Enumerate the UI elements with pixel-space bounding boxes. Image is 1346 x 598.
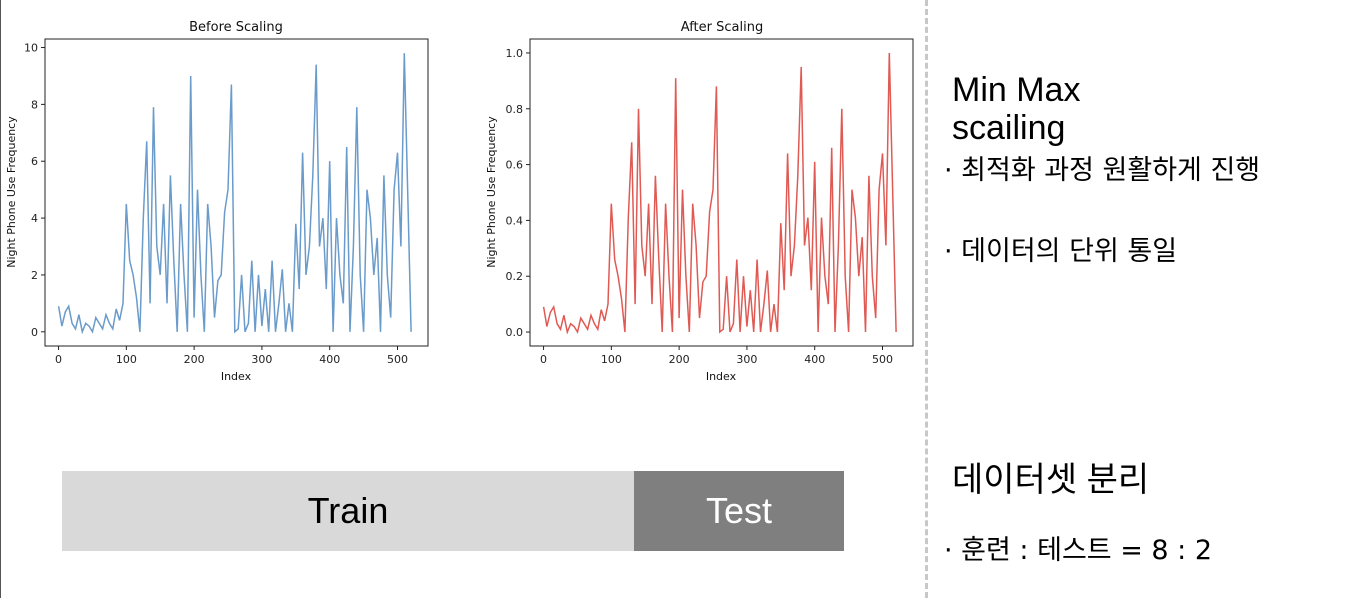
x-tick-label: 300 <box>251 353 272 366</box>
bullet-optimization: · 최적화 과정 원활하게 진행 <box>944 155 1261 186</box>
x-axis-label: Index <box>706 370 737 383</box>
x-tick-label: 0 <box>55 353 62 366</box>
bullet-unit-unification: · 데이터의 단위 통일 <box>944 236 1178 267</box>
x-tick-label: 0 <box>540 353 547 366</box>
x-tick-label: 500 <box>387 353 408 366</box>
y-tick-label: 0 <box>31 326 38 339</box>
plot-frame <box>44 38 429 347</box>
left-edge-line <box>0 0 1 598</box>
x-tick-label: 500 <box>872 353 893 366</box>
x-tick-label: 400 <box>319 353 340 366</box>
y-tick-label: 1.0 <box>506 47 524 60</box>
y-tick-label: 2 <box>31 269 38 282</box>
y-axis: 0 2 4 6 8 10 <box>24 42 45 339</box>
x-tick-label: 200 <box>184 353 205 366</box>
y-tick-label: 0.4 <box>506 214 524 227</box>
chart-after-scaling: After Scaling 0.0 0.2 0.4 0.6 0.8 1.0 0 100 200… <box>485 20 914 383</box>
y-tick-label: 4 <box>31 212 38 225</box>
train-test-split-bar: Train Test <box>62 471 844 551</box>
series-line <box>542 52 897 335</box>
heading-min-max-scaling: Min Max scailing <box>952 71 1081 147</box>
y-tick-label: 0.8 <box>506 103 524 116</box>
plot-frame <box>529 38 914 347</box>
chart-title: After Scaling <box>681 20 763 35</box>
chart-title: Before Scaling <box>189 20 283 35</box>
y-tick-label: 0.0 <box>506 326 524 339</box>
y-axis-label: Night Phone Use Frequency <box>5 116 18 268</box>
y-axis: 0.0 0.2 0.4 0.6 0.8 1.0 <box>506 47 530 339</box>
x-axis: 0 100 200 300 400 500 <box>55 346 408 366</box>
x-tick-label: 100 <box>116 353 137 366</box>
y-tick-label: 0.2 <box>506 270 524 283</box>
x-tick-label: 100 <box>601 353 622 366</box>
x-tick-label: 200 <box>669 353 690 366</box>
x-tick-label: 300 <box>736 353 757 366</box>
x-tick-label: 400 <box>804 353 825 366</box>
y-axis-label: Night Phone Use Frequency <box>485 116 498 268</box>
x-axis-label: Index <box>221 370 252 383</box>
y-tick-label: 6 <box>31 155 38 168</box>
x-axis: 0 100 200 300 400 500 <box>540 346 893 366</box>
heading-dataset-split: 데이터셋 분리 <box>952 461 1150 499</box>
train-segment: Train <box>62 471 634 551</box>
y-tick-label: 8 <box>31 98 38 111</box>
dashed-divider <box>925 0 928 598</box>
y-tick-label: 0.6 <box>506 159 524 172</box>
series-line <box>57 53 412 335</box>
test-segment: Test <box>634 471 844 551</box>
y-tick-label: 10 <box>24 42 38 55</box>
bullet-train-test-ratio: · 훈련 : 테스트 = 8 : 2 <box>944 535 1213 566</box>
